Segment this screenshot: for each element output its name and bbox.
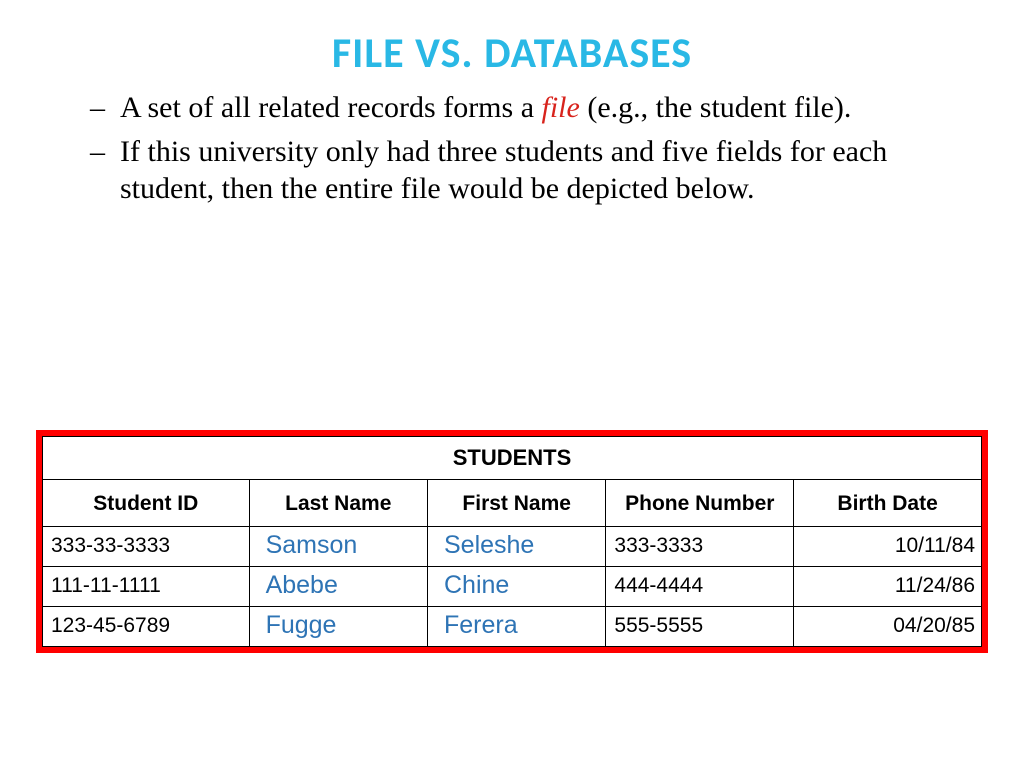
cell: 123-45-6789 xyxy=(43,607,250,647)
cell: Abebe xyxy=(249,567,427,607)
table-title-row: STUDENTS xyxy=(43,437,982,480)
table-caption: STUDENTS xyxy=(43,437,982,480)
bullet-1: A set of all related records forms a fil… xyxy=(120,89,964,127)
cell: Seleshe xyxy=(427,527,605,567)
col-head-4: Birth Date xyxy=(794,480,982,527)
bullet-list: A set of all related records forms a fil… xyxy=(40,89,984,208)
table-row: 111-11-1111AbebeChine444-444411/24/86 xyxy=(43,567,982,607)
table-header-row: Student IDLast NameFirst NamePhone Numbe… xyxy=(43,480,982,527)
cell: 333-3333 xyxy=(606,527,794,567)
cell: 333-33-3333 xyxy=(43,527,250,567)
cell: Fugge xyxy=(249,607,427,647)
cell: Samson xyxy=(249,527,427,567)
col-head-1: Last Name xyxy=(249,480,427,527)
students-table: STUDENTS Student IDLast NameFirst NamePh… xyxy=(42,436,982,647)
cell: 444-4444 xyxy=(606,567,794,607)
table-row: 333-33-3333SamsonSeleshe333-333310/11/84 xyxy=(43,527,982,567)
cell: Chine xyxy=(427,567,605,607)
col-head-3: Phone Number xyxy=(606,480,794,527)
table-row: 123-45-6789FuggeFerera555-555504/20/85 xyxy=(43,607,982,647)
table-body: 333-33-3333SamsonSeleshe333-333310/11/84… xyxy=(43,527,982,647)
col-head-2: First Name xyxy=(427,480,605,527)
col-head-0: Student ID xyxy=(43,480,250,527)
bullet-1-emph: file xyxy=(542,91,580,124)
cell: 111-11-1111 xyxy=(43,567,250,607)
bullet-1-post: (e.g., the student file). xyxy=(580,91,852,124)
students-table-frame: STUDENTS Student IDLast NameFirst NamePh… xyxy=(36,430,988,653)
cell: 11/24/86 xyxy=(794,567,982,607)
cell: 04/20/85 xyxy=(794,607,982,647)
cell: 555-5555 xyxy=(606,607,794,647)
slide-title: FILE VS. DATABASES xyxy=(40,28,984,79)
cell: Ferera xyxy=(427,607,605,647)
bullet-2: If this university only had three studen… xyxy=(120,133,964,208)
cell: 10/11/84 xyxy=(794,527,982,567)
bullet-1-pre: A set of all related records forms a xyxy=(120,91,542,124)
slide: FILE VS. DATABASES A set of all related … xyxy=(0,0,1024,768)
